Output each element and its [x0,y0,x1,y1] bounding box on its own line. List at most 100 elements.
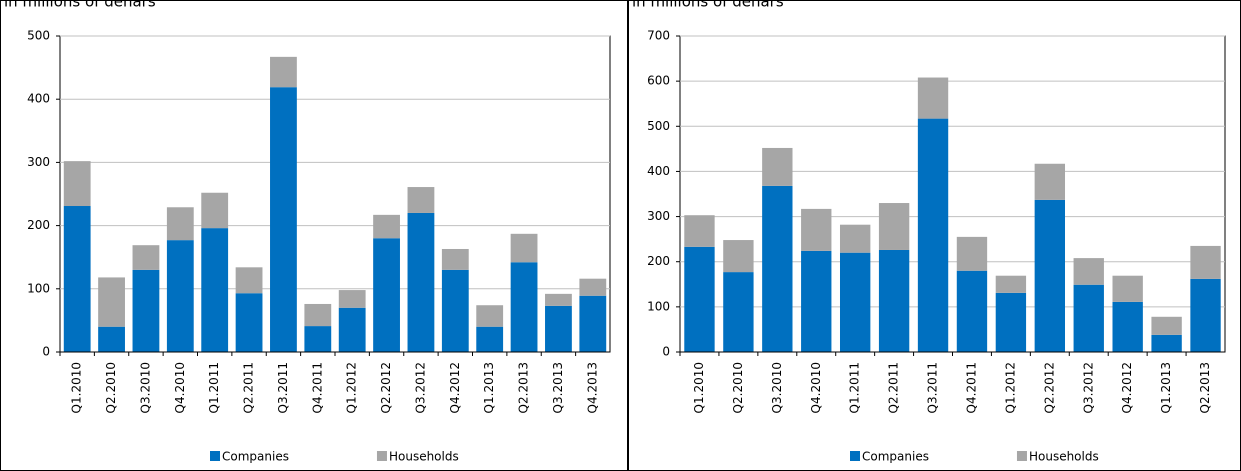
x-tick-label: Q2.2011 [242,362,256,413]
y-tick-label: 500 [27,29,50,43]
bar-segment [878,203,910,250]
y-tick-label: 400 [27,92,50,106]
legend-label: Companies [862,450,929,464]
bar-segment [338,307,366,352]
x-tick-label: Q4.2013 [585,362,599,413]
bar-segment [917,118,949,353]
x-tick-label: Q1.2013 [482,362,496,413]
bar-segment [1151,316,1182,335]
bar-segment [917,77,949,119]
bar-segment [201,228,229,352]
bar-segment [1112,301,1143,352]
bar-segment [1034,163,1066,200]
x-tick-label: Q2.2011 [887,362,901,413]
bar-segment [762,185,793,352]
bar-segment [510,233,538,263]
bar-segment [878,249,910,352]
bar-segment [476,326,504,352]
y-tick-label: 400 [647,164,670,178]
x-tick-label: Q3.2013 [551,362,565,413]
legend-label: Households [389,450,459,464]
bar-segment [579,278,607,296]
bar-segment [684,246,715,352]
y-tick-label: 500 [647,119,670,133]
y-tick-label: 100 [647,299,670,313]
bar-segment [762,147,793,186]
bar-segment [723,240,754,273]
x-tick-label: Q1.2012 [345,362,359,413]
y-tick-label: 300 [27,155,50,169]
bar-segment [801,250,832,352]
x-tick-label: Q1.2010 [692,362,706,413]
bar-segment [1190,245,1221,279]
bar-segment [98,326,125,352]
bar-segment [1112,275,1143,302]
x-tick-label: Q4.2012 [1120,362,1134,413]
bar-segment [201,192,229,229]
x-tick-label: Q3.2011 [276,362,290,413]
x-tick-label: Q3.2012 [413,362,427,413]
x-tick-label: Q4.2011 [964,362,978,413]
x-tick-label: Q4.2011 [310,362,324,413]
bar-segment [441,269,469,352]
bar-segment [132,269,160,352]
bar-segment [545,293,572,306]
x-tick-label: Q3.2010 [138,362,152,413]
bar-segment [304,326,332,352]
bar-segment [304,303,332,327]
bar-segment [98,277,125,327]
bar-segment [166,207,194,241]
y-tick-label: 600 [647,74,670,88]
legend-swatch [850,451,860,461]
bar-segment [166,240,194,352]
bar-segment [235,267,263,294]
bar-segment [723,272,754,352]
legend-swatch [376,451,387,461]
bar-segment [579,295,607,352]
bar-segment [270,56,297,88]
x-tick-label: Q1.2012 [1003,362,1017,413]
bar-segment [407,187,435,213]
x-tick-label: Q1.2011 [207,362,221,413]
x-tick-label: Q1.2010 [70,362,84,413]
x-tick-label: Q3.2011 [926,362,940,413]
x-tick-label: Q4.2010 [173,362,187,413]
bar-segment [1073,284,1104,352]
y-tick-label: 0 [42,345,50,359]
bar-segment [545,305,572,352]
legend-label: Companies [222,450,289,464]
bar-segment [839,224,871,253]
x-tick-label: Q2.2013 [517,362,531,413]
chart-title: in millions of denars [632,0,784,11]
bar-segment [407,212,435,352]
y-tick-label: 200 [647,254,670,268]
x-tick-label: Q1.2013 [1159,362,1173,413]
bar-segment [235,293,263,352]
x-tick-label: Q3.2010 [770,362,784,413]
bar-segment [956,270,988,352]
bar-segment [132,245,160,270]
y-tick-label: 100 [27,281,50,295]
bar-segment [63,161,91,207]
x-tick-label: Q2.2010 [731,362,745,413]
bar-segment [373,214,400,239]
x-tick-label: Q4.2012 [448,362,462,413]
x-tick-label: Q2.2012 [1042,362,1056,413]
bar-segment [1034,199,1066,352]
y-tick-label: 700 [647,29,670,43]
x-tick-label: Q2.2012 [379,362,393,413]
bar-segment [956,236,988,271]
y-tick-label: 0 [662,345,670,359]
x-tick-label: Q4.2010 [809,362,823,413]
chart-title: in millions of denars [4,0,156,11]
y-tick-label: 300 [647,209,670,223]
bar-segment [801,208,832,251]
y-tick-label: 200 [27,218,50,232]
bar-segment [338,290,366,308]
plot-area [679,35,1226,353]
x-tick-label: Q1.2011 [848,362,862,413]
bar-segment [373,238,400,352]
legend-label: Households [1029,450,1099,464]
legend-swatch [210,451,220,461]
